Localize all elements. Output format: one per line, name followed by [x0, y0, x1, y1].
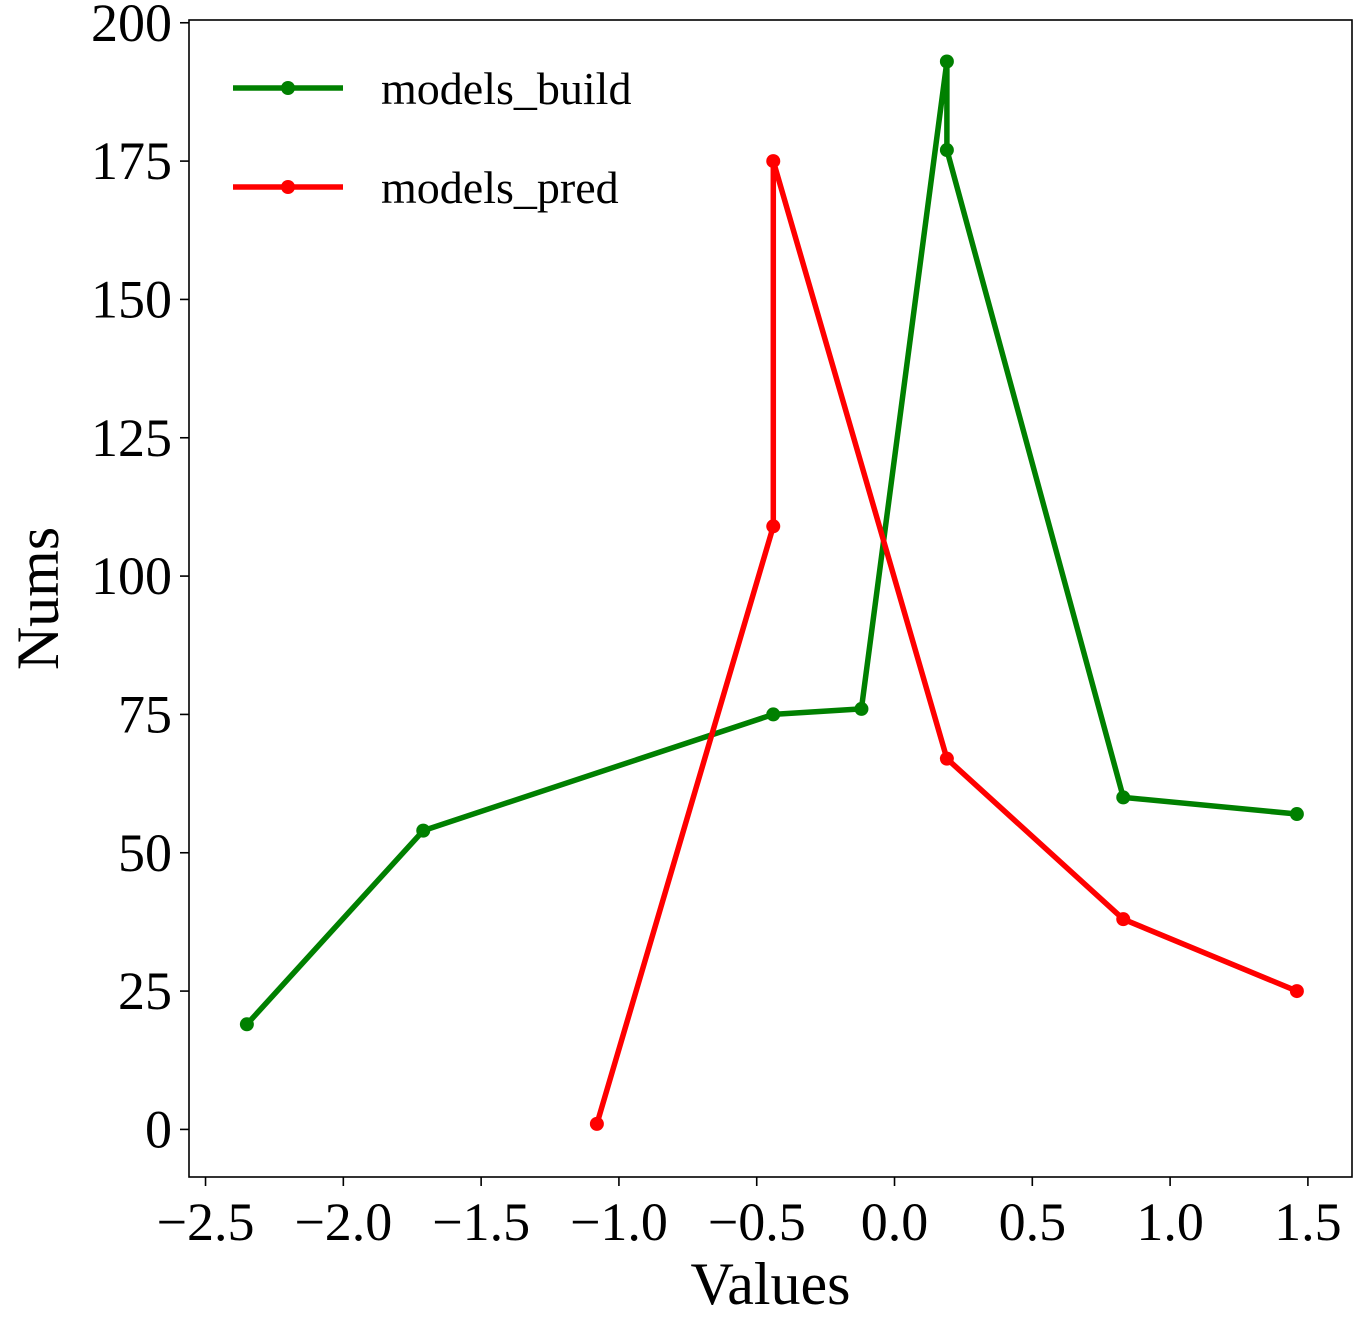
data-point [766, 519, 781, 534]
data-point [939, 751, 954, 766]
legend-marker [281, 81, 295, 95]
x-tick-label: 1.5 [1274, 1192, 1342, 1252]
x-axis-label: Values [691, 1251, 851, 1317]
x-tick-label: −1.5 [432, 1192, 530, 1252]
series-models_build [239, 54, 1304, 1032]
x-tick-label: 0.5 [999, 1192, 1067, 1252]
legend-label: models_pred [381, 162, 619, 213]
legend-label: models_build [381, 63, 631, 114]
data-point [1289, 807, 1304, 822]
data-point [854, 701, 869, 716]
data-point [1116, 912, 1131, 927]
x-tick-label: 0.0 [861, 1192, 929, 1252]
y-tick-label: 200 [91, 0, 172, 53]
series-line-models_build [244, 58, 1300, 1028]
y-tick-label: 75 [118, 684, 172, 744]
plot-frame [188, 19, 1353, 1178]
y-tick-label: 50 [118, 823, 172, 883]
data-point [766, 154, 781, 169]
y-tick-label: 175 [91, 131, 172, 191]
x-tick-label: −1.0 [570, 1192, 668, 1252]
data-point [589, 1116, 604, 1131]
y-tick-label: 100 [91, 546, 172, 606]
legend-item-models_pred: models_pred [233, 162, 619, 213]
data-point [416, 823, 431, 838]
x-tick-label: 1.0 [1136, 1192, 1204, 1252]
series-line-models_pred [594, 158, 1300, 1127]
y-axis: 0 25 50 75 100 125 150 175 200 [91, 0, 189, 1159]
legend-item-models_build: models_build [233, 63, 631, 114]
data-point [939, 143, 954, 158]
legend-marker [281, 180, 295, 194]
data-point [939, 54, 954, 69]
series-layer [239, 54, 1304, 1131]
data-point [239, 1017, 254, 1032]
y-tick-label: 0 [145, 1099, 172, 1159]
data-point [766, 707, 781, 722]
x-tick-label: −0.5 [708, 1192, 806, 1252]
x-tick-label: −2.0 [294, 1192, 392, 1252]
x-axis: −2.5 −2.0 −1.5 −1.0 −0.5 0.0 0.5 1.0 1.5 [157, 1177, 1342, 1252]
data-point [1289, 984, 1304, 999]
y-tick-label: 125 [91, 408, 172, 468]
x-tick-label: −2.5 [157, 1192, 255, 1252]
y-tick-label: 150 [91, 269, 172, 329]
y-tick-label: 25 [118, 961, 172, 1021]
legend: models_build models_pred [233, 63, 631, 213]
series-models_pred [589, 154, 1304, 1131]
data-point [1116, 790, 1131, 805]
y-axis-label: Nums [5, 527, 71, 670]
